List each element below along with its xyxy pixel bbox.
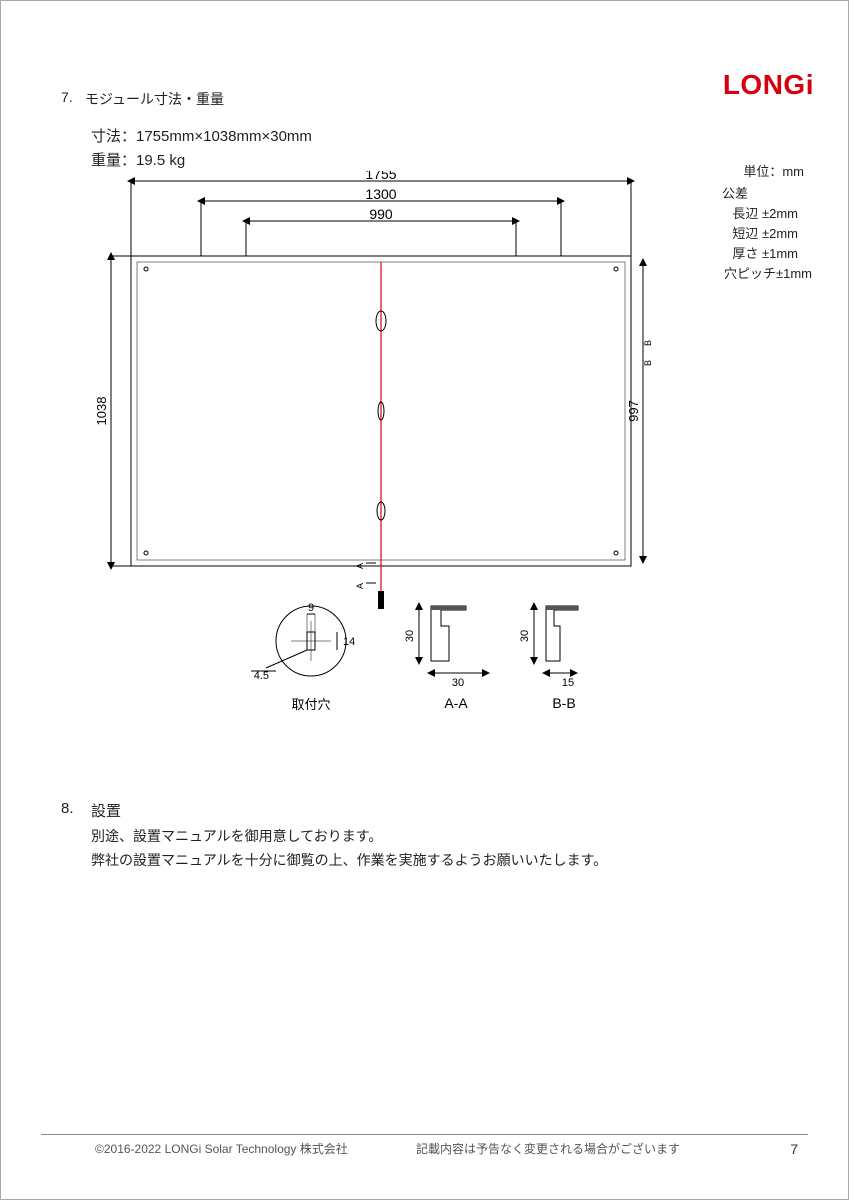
svg-text:B: B xyxy=(643,360,651,366)
section-8-body-1: 別途、設置マニュアルを御用意しております。 xyxy=(91,826,382,846)
section-8-title: 設置 xyxy=(91,800,121,821)
mount-h: 14 xyxy=(343,636,355,648)
tolerance-short: 短辺 ±2mm xyxy=(732,223,798,242)
mount-w: 9 xyxy=(308,602,314,614)
module-drawing: 1755 1300 990 1038 xyxy=(91,171,651,731)
tolerance-long: 長辺 ±2mm xyxy=(732,203,798,222)
brand-logo: LONGi xyxy=(723,69,814,101)
tolerance-header: 公差 xyxy=(722,183,748,202)
aa-h: 30 xyxy=(404,630,416,642)
section-8-number: 8. xyxy=(61,800,74,817)
section-7-title: モジュール寸法・重量 xyxy=(85,89,224,109)
svg-text:B: B xyxy=(643,340,651,346)
dim-1038: 1038 xyxy=(94,397,109,426)
mount-r: 4.5 xyxy=(254,670,269,682)
page: LONGi 7. モジュール寸法・重量 寸法：1755mm×1038mm×30m… xyxy=(0,0,849,1200)
unit-label: 単位：mm xyxy=(743,161,804,180)
svg-text:A: A xyxy=(355,583,365,589)
aa-w: 30 xyxy=(452,677,464,689)
weight-value: 重量：19.5 kg xyxy=(91,149,185,170)
footer-copyright: ©2016-2022 LONGi Solar Technology 株式会社 xyxy=(95,1140,348,1157)
bb-h: 30 xyxy=(519,630,531,642)
dim-1755: 1755 xyxy=(365,171,396,182)
section-bb: B-B xyxy=(552,695,575,711)
section-7-number: 7. xyxy=(61,89,73,105)
mount-label: 取付穴 xyxy=(291,697,330,712)
tolerance-hole: 穴ピッチ±1mm xyxy=(724,263,812,282)
section-8-body-2: 弊社の設置マニュアルを十分に御覧の上、作業を実施するようお願いいたします。 xyxy=(91,850,607,870)
dim-997: 997 xyxy=(626,400,641,422)
section-aa: A-A xyxy=(444,695,468,711)
dim-1300: 1300 xyxy=(365,186,396,202)
dimensions-value: 寸法：1755mm×1038mm×30mm xyxy=(91,125,312,146)
footer-page-number: 7 xyxy=(790,1141,798,1157)
footer-note: 記載内容は予告なく変更される場合がございます xyxy=(416,1140,680,1157)
dim-990: 990 xyxy=(369,206,393,222)
svg-text:A: A xyxy=(355,563,365,569)
tolerance-thick: 厚さ ±1mm xyxy=(732,243,798,262)
bb-w: 15 xyxy=(562,677,574,689)
